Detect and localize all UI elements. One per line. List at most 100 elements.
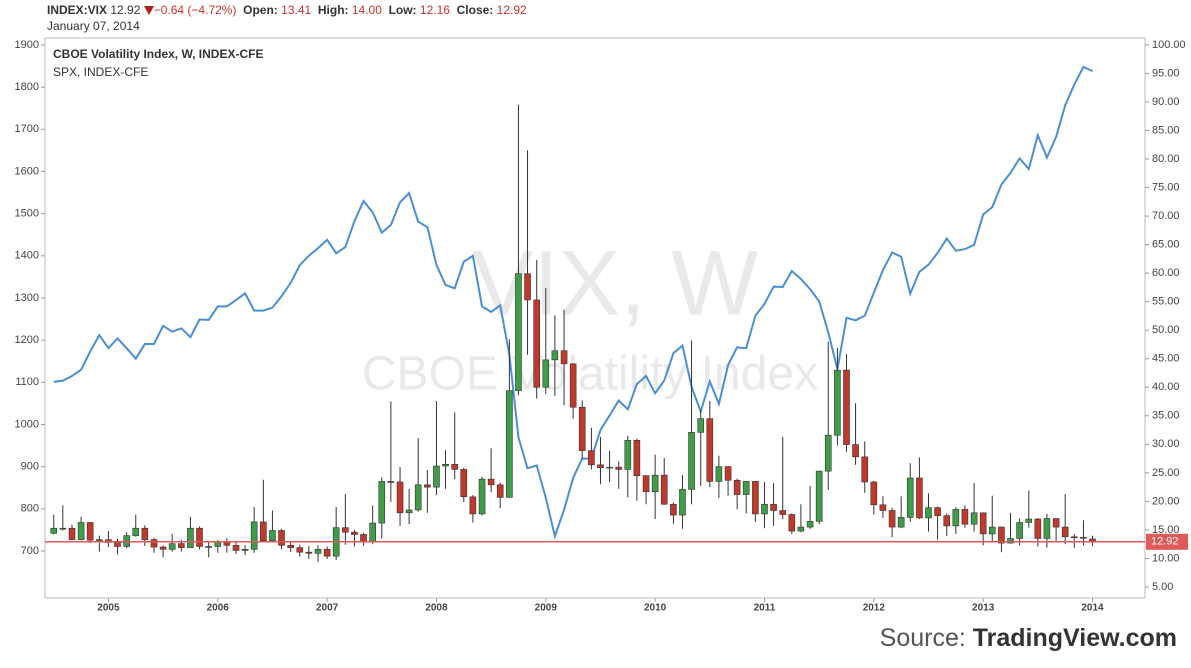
- candle-body: [815, 470, 823, 522]
- candle-body: [569, 363, 577, 408]
- y2-tick-label: 40.00: [1152, 381, 1180, 393]
- low-label: Low:: [388, 3, 417, 17]
- candle-body: [688, 432, 695, 490]
- candle-body: [59, 527, 67, 530]
- y2-tick-label: 95.00: [1152, 67, 1180, 79]
- candle-body: [96, 539, 103, 541]
- y2-tick-label: 35.00: [1152, 410, 1180, 422]
- candle-body: [879, 504, 887, 511]
- watermark-subtitle: CBOE Volatility Index: [362, 348, 818, 401]
- candle-body: [451, 463, 459, 470]
- y2-tick-label: 50.00: [1152, 324, 1180, 336]
- spx-line: [53, 65, 1093, 540]
- x-tick-label: 2008: [425, 603, 448, 614]
- header: INDEX:VIX 12.92 −0.64 (−4.72%) Open: 13.…: [47, 2, 527, 34]
- y2-tick-label: 5.00: [1152, 581, 1173, 593]
- candle-body: [806, 521, 814, 528]
- y2-tick-label: 70.00: [1152, 210, 1180, 222]
- candle-body: [342, 527, 349, 533]
- candle-body: [834, 369, 841, 436]
- candle-body: [86, 522, 94, 541]
- candle-body: [278, 530, 285, 546]
- y-tick-label: 1900: [15, 39, 39, 51]
- candle-body: [1034, 518, 1042, 539]
- y2-tick-label: 75.00: [1152, 181, 1180, 193]
- y2-tick-label: 15.00: [1152, 524, 1180, 536]
- candle-body: [679, 489, 686, 516]
- candle-body: [578, 406, 586, 451]
- candle-body: [496, 484, 504, 498]
- candle-body: [77, 522, 85, 540]
- candle-body: [296, 547, 304, 553]
- x-tick-label: 2005: [97, 603, 120, 614]
- candle-body: [979, 512, 987, 535]
- x-tick-label: 2014: [1081, 603, 1104, 614]
- source: Source: TradingView.com: [880, 624, 1177, 653]
- y2-tick-label: 20.00: [1152, 495, 1180, 507]
- y2-tick-label: 45.00: [1152, 353, 1180, 365]
- candle-body: [916, 477, 923, 519]
- close-label: Close:: [456, 3, 494, 17]
- candle-body: [843, 369, 850, 445]
- candle-body: [651, 474, 659, 492]
- candle-body: [205, 546, 212, 548]
- candle-body: [250, 521, 258, 550]
- quote-line: INDEX:VIX 12.92 −0.64 (−4.72%) Open: 13.…: [47, 2, 527, 18]
- down-arrow: [143, 6, 154, 15]
- change: −0.64 (−4.72%): [153, 3, 237, 17]
- candle-body: [241, 549, 249, 551]
- candle-body: [897, 517, 905, 528]
- candle-body: [961, 509, 969, 525]
- y2-tick-label: 100.00: [1152, 39, 1186, 51]
- candle-body: [414, 484, 422, 511]
- candle-body: [761, 503, 768, 515]
- candle-body: [260, 521, 267, 542]
- x-tick-label: 2011: [754, 603, 776, 614]
- candle-body: [597, 464, 604, 469]
- price-label: 12.92: [1151, 536, 1179, 548]
- candle-body: [314, 549, 322, 554]
- high-value: 14.00: [351, 3, 382, 17]
- candle-body: [487, 478, 495, 486]
- candle-body: [68, 527, 76, 540]
- candle-body: [159, 546, 167, 550]
- y-tick-label: 1100: [15, 376, 39, 388]
- candle-body: [1070, 536, 1078, 539]
- source-name: TradingView.com: [972, 624, 1177, 652]
- candle-body: [606, 466, 613, 469]
- y-tick-label: 700: [21, 545, 39, 557]
- last-price: 12.92: [110, 3, 141, 17]
- candle-body: [178, 543, 185, 548]
- candle-body: [1016, 522, 1023, 539]
- candle-body: [906, 477, 914, 518]
- x-tick-label: 2009: [535, 603, 558, 614]
- candle-body: [642, 475, 650, 492]
- watermark-title: VIX, W: [472, 232, 758, 334]
- candle-body: [797, 526, 805, 532]
- y2-tick-label: 90.00: [1152, 96, 1180, 108]
- candle-body: [533, 299, 541, 388]
- y2-tick-label: 55.00: [1152, 296, 1180, 308]
- candle-body: [114, 542, 121, 547]
- y-tick-label: 1300: [15, 292, 39, 304]
- y-tick-label: 800: [21, 503, 39, 515]
- candle-body: [214, 541, 222, 547]
- candle-body: [396, 481, 404, 514]
- candle-body: [588, 450, 595, 466]
- x-tick-label: 2013: [972, 603, 995, 614]
- price-label-bg: [1146, 533, 1188, 550]
- candle-body: [624, 440, 632, 470]
- candle-body: [615, 466, 623, 470]
- candle-body: [168, 543, 176, 550]
- candle-body: [952, 509, 960, 527]
- legend-entry: SPX, INDEX-CFE: [53, 65, 148, 79]
- candle-body: [779, 510, 787, 515]
- candle-body: [1052, 518, 1060, 528]
- y2-tick-label: 30.00: [1152, 438, 1180, 450]
- candle-body: [988, 526, 996, 535]
- candle-body: [132, 527, 140, 536]
- candle-body: [369, 522, 377, 542]
- candle-body: [998, 526, 1005, 544]
- candle-body: [50, 527, 58, 534]
